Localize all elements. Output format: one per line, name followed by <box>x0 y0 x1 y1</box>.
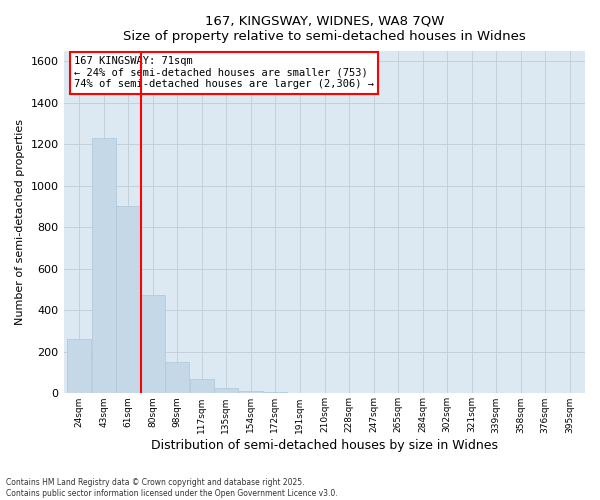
Bar <box>190 380 214 394</box>
Bar <box>67 339 91 394</box>
Title: 167, KINGSWAY, WIDNES, WA8 7QW
Size of property relative to semi-detached houses: 167, KINGSWAY, WIDNES, WA8 7QW Size of p… <box>123 15 526 43</box>
Bar <box>239 391 263 394</box>
Text: 167 KINGSWAY: 71sqm
← 24% of semi-detached houses are smaller (753)
74% of semi-: 167 KINGSWAY: 71sqm ← 24% of semi-detach… <box>74 56 374 90</box>
X-axis label: Distribution of semi-detached houses by size in Widnes: Distribution of semi-detached houses by … <box>151 440 498 452</box>
Bar <box>288 393 312 394</box>
Bar <box>141 296 165 394</box>
Bar <box>164 362 188 394</box>
Bar <box>116 206 140 394</box>
Bar <box>214 388 238 394</box>
Text: Contains HM Land Registry data © Crown copyright and database right 2025.
Contai: Contains HM Land Registry data © Crown c… <box>6 478 338 498</box>
Bar <box>92 138 116 394</box>
Bar <box>263 392 287 394</box>
Y-axis label: Number of semi-detached properties: Number of semi-detached properties <box>15 120 25 326</box>
